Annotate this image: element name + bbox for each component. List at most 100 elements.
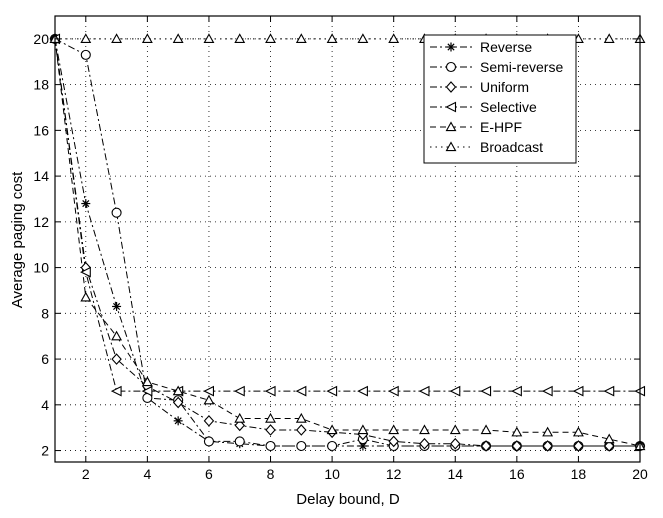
data-point-series-2 [511, 440, 523, 452]
data-point-series-4 [419, 424, 430, 435]
legend-marker [445, 61, 457, 73]
data-point-series-4 [542, 426, 554, 437]
legend-label: Reverse [480, 39, 532, 55]
series-layer [49, 33, 646, 452]
ticks: 2 4 6 8 10 12 14 16 18 20 2 4 6 8 10 12 14 16 18 20 [33, 16, 648, 482]
data-point-series-3 [511, 385, 522, 397]
y-tick-label: 6 [41, 351, 49, 367]
data-point-series-5 [234, 33, 246, 44]
legend-label: Selective [480, 99, 537, 115]
data-point-series-2 [265, 424, 276, 436]
data-point-series-4 [295, 412, 307, 423]
data-point-series-4 [111, 330, 123, 341]
data-point-series-2 [172, 396, 184, 409]
data-point-series-4 [603, 433, 615, 444]
data-point-series-3 [203, 385, 214, 397]
data-point-series-1 [265, 440, 276, 452]
x-tick-label: 14 [447, 466, 463, 482]
data-point-series-5 [111, 33, 123, 44]
x-tick-label: 10 [324, 466, 340, 482]
data-point-series-1 [327, 440, 338, 452]
data-point-series-4 [265, 412, 276, 423]
data-point-series-5 [80, 33, 92, 44]
data-point-series-2 [234, 419, 245, 432]
data-point-series-3 [418, 385, 430, 397]
data-point-series-3 [449, 385, 461, 397]
data-point-series-4 [480, 424, 492, 435]
x-tick-label: 18 [571, 466, 587, 482]
y-tick-label: 18 [33, 77, 49, 93]
legend-label: Broadcast [480, 139, 543, 155]
data-point-series-2 [450, 437, 461, 450]
data-point-series-2 [480, 440, 492, 452]
data-point-series-3 [387, 385, 399, 397]
data-point-series-4 [326, 424, 338, 435]
data-point-series-3 [234, 385, 245, 397]
plot-frame [54, 15, 641, 463]
data-point-series-4 [511, 426, 523, 437]
data-point-series-3 [295, 385, 307, 397]
y-tick-label: 4 [41, 397, 49, 413]
data-point-series-1 [111, 207, 122, 218]
legend-marker [445, 121, 457, 132]
data-point-series-4 [203, 394, 215, 405]
legend-label: Uniform [480, 79, 529, 95]
data-point-series-5 [357, 33, 369, 44]
data-point-series-0 [112, 301, 122, 311]
x-tick-label: 20 [632, 466, 648, 482]
data-point-series-5 [388, 33, 400, 44]
data-point-series-3 [603, 385, 615, 397]
data-point-series-2 [388, 435, 399, 448]
y-tick-label: 14 [33, 168, 49, 184]
data-point-series-0 [81, 199, 91, 209]
legend-label: E-HPF [480, 119, 522, 135]
data-point-series-4 [388, 424, 400, 435]
data-point-series-4 [449, 424, 461, 435]
x-axis-label: Delay bound, D [296, 491, 400, 508]
data-point-series-2 [573, 440, 584, 452]
data-point-series-3 [480, 385, 492, 397]
data-point-series-0 [173, 416, 183, 426]
y-tick-label: 10 [33, 260, 49, 276]
y-tick-label: 16 [33, 122, 49, 138]
series-line-4 [54, 38, 641, 447]
data-point-series-5 [203, 33, 215, 44]
data-point-series-4 [172, 385, 184, 396]
data-point-series-3 [110, 385, 122, 397]
data-point-series-5 [603, 33, 615, 44]
data-point-series-4 [357, 424, 369, 435]
data-point-series-3 [541, 385, 553, 397]
data-point-series-1 [203, 436, 214, 447]
legend-marker [445, 101, 457, 113]
data-point-series-1 [80, 49, 91, 60]
x-tick-label: 16 [509, 466, 525, 482]
data-point-series-5 [326, 33, 338, 44]
legend-marker [445, 81, 457, 93]
legend-label: Semi-reverse [480, 59, 563, 75]
data-point-series-2 [542, 440, 553, 452]
data-point-series-3 [141, 385, 153, 397]
data-point-series-5 [265, 33, 276, 44]
data-point-series-1 [296, 440, 307, 452]
y-tick-label: 20 [33, 31, 49, 47]
legend-marker [446, 42, 456, 52]
x-tick-label: 2 [82, 466, 90, 482]
x-tick-label: 4 [143, 466, 151, 482]
y-axis-label: Average paging cost [9, 171, 26, 308]
data-point-series-2 [296, 424, 307, 436]
data-point-series-3 [357, 385, 368, 397]
x-tick-label: 12 [386, 466, 402, 482]
data-point-series-4 [141, 376, 153, 387]
y-tick-label: 12 [33, 214, 49, 230]
data-point-series-2 [203, 415, 215, 427]
data-point-series-3 [326, 385, 338, 397]
data-point-series-2 [111, 353, 122, 365]
data-point-series-4 [234, 412, 246, 423]
data-point-series-2 [603, 440, 615, 452]
legend: Reverse Semi-reverse Uniform Selective E-HPF… [423, 34, 577, 164]
data-point-series-2 [419, 437, 430, 450]
y-tick-label: 8 [41, 305, 49, 321]
data-point-series-5 [295, 33, 307, 44]
